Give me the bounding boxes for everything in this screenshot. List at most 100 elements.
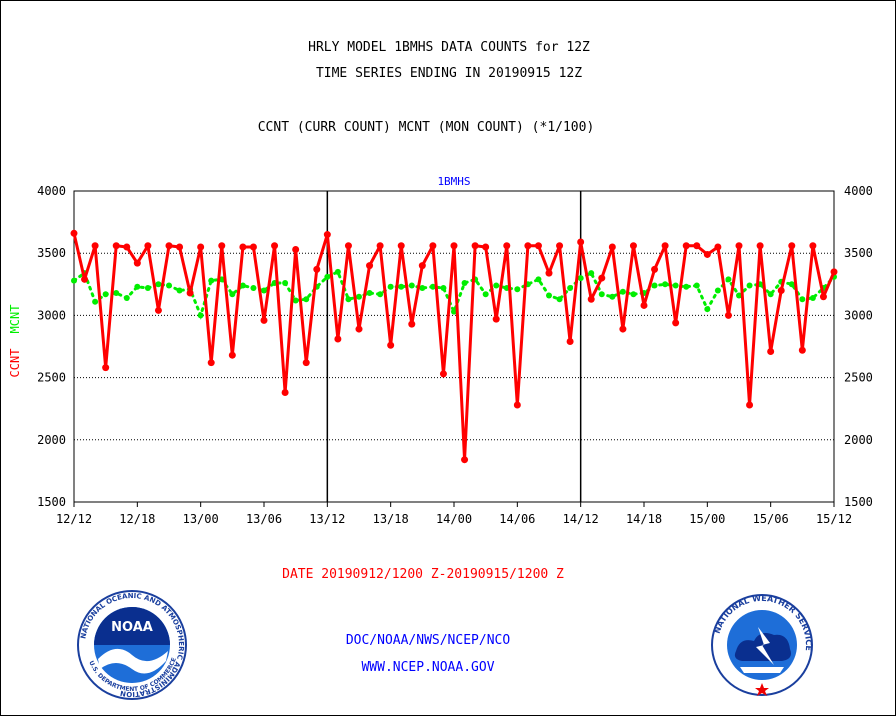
mcnt-point — [535, 276, 542, 283]
mcnt-point — [598, 291, 605, 298]
ccnt-point — [366, 262, 374, 270]
ccnt-point — [186, 289, 194, 297]
noaa-logo: NATIONAL OCEANIC AND ATMOSPHERIC ADMINIS… — [77, 590, 187, 700]
ccnt-point — [714, 243, 722, 251]
x-tick-label: 13/06 — [246, 512, 282, 526]
y-tick-label-left: 1500 — [37, 495, 66, 509]
mcnt-point — [482, 291, 489, 298]
plot-area — [73, 190, 835, 503]
mcnt-point — [303, 296, 310, 303]
mcnt-point — [282, 280, 289, 287]
mcnt-point — [788, 281, 795, 288]
ccnt-point — [524, 242, 532, 250]
ccnt-point — [239, 243, 247, 251]
ccnt-point — [397, 242, 405, 250]
mcnt-point — [736, 292, 742, 299]
mcnt-point — [334, 268, 341, 275]
mcnt-point — [166, 282, 172, 289]
mcnt-point — [493, 282, 500, 289]
mcnt-point — [619, 288, 626, 295]
mcnt-point — [102, 291, 109, 298]
ccnt-point — [819, 293, 827, 301]
ccnt-point — [218, 242, 226, 250]
mcnt-point — [609, 293, 616, 300]
ccnt-point — [271, 242, 279, 250]
ccnt-point — [724, 311, 732, 319]
ccnt-point — [197, 243, 205, 251]
x-tick-label: 14/00 — [436, 512, 472, 526]
ccnt-point — [81, 275, 89, 283]
ccnt-point — [313, 265, 321, 273]
ccnt-point — [534, 242, 542, 250]
ccnt-point — [323, 231, 331, 239]
ccnt-point — [566, 338, 574, 346]
mcnt-point — [767, 291, 774, 298]
mcnt-point — [239, 282, 246, 289]
y-tick-label-right: 2000 — [844, 433, 873, 447]
mcnt-point — [461, 280, 468, 287]
panel-label: 1BMHS — [437, 175, 470, 188]
y-axis-label-mcnt: MCNT — [8, 305, 22, 334]
ccnt-point — [672, 319, 680, 327]
ccnt-point — [482, 243, 490, 251]
ccnt-point — [556, 242, 564, 250]
ccnt-point — [144, 242, 152, 250]
mcnt-point — [292, 297, 299, 304]
mcnt-point — [387, 283, 394, 290]
ccnt-point — [703, 250, 711, 258]
mcnt-point — [451, 308, 457, 315]
mcnt-point — [651, 282, 658, 289]
mcnt-point — [144, 285, 151, 292]
y-tick-label-right: 2500 — [844, 371, 873, 385]
mcnt-point — [746, 282, 753, 289]
ccnt-point — [439, 370, 447, 378]
ccnt-point — [640, 301, 648, 309]
ccnt-point — [207, 359, 215, 367]
mcnt-point — [113, 290, 120, 297]
ccnt-point — [355, 325, 363, 333]
ccnt-point — [429, 242, 437, 250]
x-tick-label: 13/00 — [183, 512, 219, 526]
y-tick-label-right: 1500 — [844, 495, 873, 509]
ccnt-point — [598, 274, 606, 282]
x-tick-label: 15/00 — [689, 512, 725, 526]
ccnt-point — [418, 262, 426, 270]
mcnt-point — [208, 277, 215, 284]
ccnt-point — [788, 242, 796, 250]
chart-title-line2: TIME SERIES ENDING IN 20190915 12Z — [315, 66, 583, 81]
mcnt-point — [577, 275, 584, 282]
y-tick-label-right: 3500 — [844, 246, 873, 260]
mcnt-point — [92, 298, 99, 305]
ccnt-point — [471, 242, 479, 250]
ccnt-point — [651, 265, 659, 273]
x-tick-label: 14/12 — [563, 512, 599, 526]
ccnt-point — [70, 229, 78, 237]
mcnt-point — [123, 294, 130, 301]
mcnt-point — [672, 282, 679, 289]
ccnt-point — [112, 242, 120, 250]
ccnt-point — [461, 456, 469, 464]
x-tick-label: 14/18 — [626, 512, 662, 526]
x-tick-label: 12/12 — [56, 512, 92, 526]
ccnt-point — [91, 242, 99, 250]
noaa-logo-text: NOAA — [111, 620, 153, 635]
ccnt-point — [292, 245, 300, 253]
ccnt-point — [165, 242, 173, 250]
mcnt-point — [345, 296, 352, 303]
url-link[interactable]: WWW.NCEP.NOAA.GOV — [361, 660, 495, 675]
mcnt-point — [429, 283, 436, 290]
mcnt-point — [261, 287, 267, 294]
x-tick-label: 13/18 — [373, 512, 409, 526]
mcnt-point — [704, 306, 711, 313]
ccnt-point — [756, 242, 764, 250]
mcnt-point — [366, 290, 373, 297]
mcnt-point — [356, 293, 362, 300]
y-tick-label-left: 3500 — [37, 246, 66, 260]
ccnt-point — [746, 401, 754, 409]
ccnt-point — [408, 320, 416, 328]
mcnt-point — [229, 291, 236, 298]
mcnt-point — [588, 270, 595, 277]
mcnt-point — [725, 276, 732, 283]
